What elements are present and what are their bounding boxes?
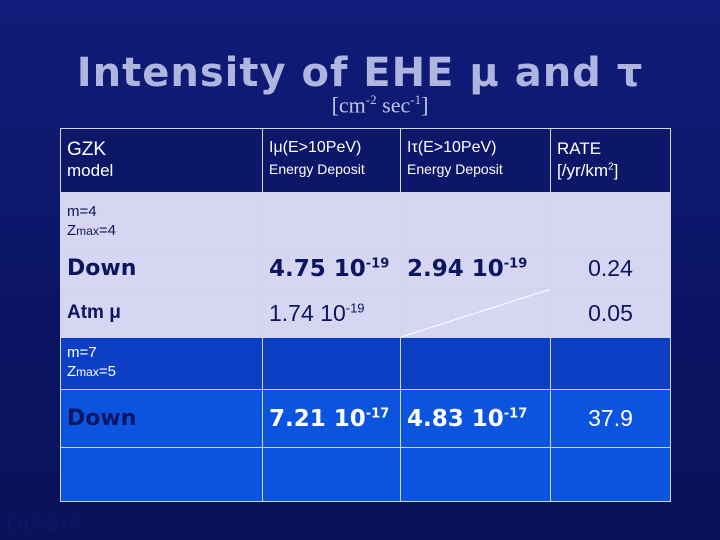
header-gzk: GZK — [67, 139, 107, 160]
diagonal-line — [401, 289, 550, 337]
group1-atm-row: Atm μ 1.74 10-19 0.05 — [60, 288, 671, 338]
group1-down-rate: 0.24 — [588, 255, 633, 281]
group2-down-row: Down 7.21 10-17 4.83 10-17 37.9 — [60, 389, 671, 448]
group1-label-row: m=4 Zmax=4 — [60, 192, 671, 249]
group2-down-imu: 7.21 10-17 — [269, 405, 390, 432]
header-model: model — [67, 161, 114, 180]
header-imu-sub: Energy Deposit — [269, 161, 365, 177]
group1-atm-rate: 0.05 — [588, 299, 633, 326]
group1-atm-itau-empty — [400, 288, 551, 338]
group1-down-row: Down 4.75 10-19 2.94 10-19 0.24 — [60, 248, 671, 289]
slide-title: Intensity of EHE μ and τ — [76, 50, 644, 96]
header-rate-unit: [/yr/km2] — [557, 161, 619, 180]
group1-atm-imu: 1.74 10-19 — [269, 299, 365, 326]
group1-zmax: Zmax=4 — [67, 222, 116, 239]
group2-empty-row — [60, 447, 671, 502]
unit-label: [cm-2 sec-1] — [331, 92, 429, 118]
group2-zmax: Zmax=5 — [67, 363, 116, 380]
group2-down-itau: 4.83 10-17 — [407, 405, 528, 432]
group2-down-label: Down — [67, 406, 137, 431]
group2-down-rate: 37.9 — [588, 405, 633, 431]
group1-atm-label: Atm μ — [67, 302, 121, 323]
footer-label: TAUP 2003 — [4, 516, 80, 533]
group1-down-imu: 4.75 10-19 — [269, 255, 390, 282]
group1-down-itau: 2.94 10-19 — [407, 255, 528, 282]
header-imu: Iμ(E>10PeV) — [269, 139, 362, 156]
table-header-row: GZK model Iμ(E>10PeV) Energy Deposit Iτ(… — [60, 128, 671, 193]
group1-m: m=4 — [67, 203, 97, 220]
group1-down-label: Down — [67, 256, 137, 281]
header-itau: Iτ(E>10PeV) — [407, 139, 497, 156]
group2-m: m=7 — [67, 344, 97, 361]
header-rate: RATE — [557, 139, 602, 158]
header-itau-sub: Energy Deposit — [407, 161, 503, 177]
intensity-table: GZK model Iμ(E>10PeV) Energy Deposit Iτ(… — [60, 128, 671, 502]
group2-label-row: m=7 Zmax=5 — [60, 337, 671, 390]
